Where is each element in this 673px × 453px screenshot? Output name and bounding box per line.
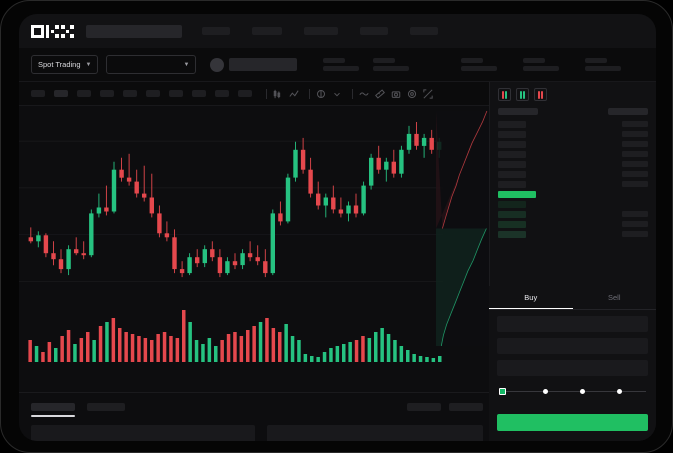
camera-icon[interactable] <box>390 88 402 100</box>
bottom-panel-left <box>31 425 255 441</box>
okx-logo[interactable] <box>31 24 74 38</box>
timeframe-button-7[interactable] <box>169 90 183 97</box>
pair-coin-avatar <box>210 57 225 72</box>
market-type-dropdown[interactable]: Spot Trading ▼ <box>31 55 99 74</box>
slider-handle[interactable] <box>499 388 506 395</box>
depth-chart-overlay <box>436 111 489 346</box>
logo-letter-x <box>61 24 74 38</box>
pair-name-label <box>229 58 298 71</box>
orderbook-mode-toggles <box>490 82 656 105</box>
timeframe-button-3[interactable] <box>77 90 91 97</box>
orderbook-price-header <box>608 108 648 115</box>
toolbar-divider <box>309 88 310 99</box>
timeframe-button-4[interactable] <box>100 90 114 97</box>
tab-buy[interactable]: Buy <box>489 286 573 309</box>
orderbook-row[interactable] <box>498 219 648 229</box>
pair-search-dropdown[interactable]: ▼ <box>106 55 197 74</box>
nav-item-trade[interactable] <box>252 27 282 35</box>
candlestick-icon[interactable] <box>272 88 284 100</box>
indicator-icon[interactable] <box>288 88 300 100</box>
orderbook-row[interactable] <box>498 159 648 169</box>
orderbook-row[interactable] <box>498 229 648 239</box>
market-toolbar: Spot Trading ▼ ▼ <box>19 48 656 82</box>
orderbook-mode-both[interactable] <box>498 88 511 101</box>
device-screen: Spot Trading ▼ ▼ <box>19 14 656 441</box>
ticker-stat-5 <box>585 58 622 71</box>
chevron-down-icon: ▼ <box>85 61 92 68</box>
tab-sell[interactable]: Sell <box>607 293 621 302</box>
chevron-down-icon[interactable] <box>331 88 343 100</box>
toolbar-divider <box>266 88 267 99</box>
timeframe-button-10[interactable] <box>238 90 252 97</box>
buy-submit-button[interactable] <box>497 414 648 431</box>
orderbook-row[interactable] <box>498 209 648 219</box>
orderbook-last-price[interactable] <box>498 189 648 199</box>
orders-panel <box>19 392 489 441</box>
slider-mark-75[interactable] <box>616 388 622 394</box>
orderbook-row[interactable] <box>498 129 648 139</box>
candlestick-chart[interactable] <box>19 106 489 301</box>
chart-toolbar <box>19 82 656 106</box>
search-input[interactable] <box>86 24 182 38</box>
toolbar-divider <box>352 88 353 99</box>
order-price-field[interactable] <box>497 316 648 332</box>
orderbook-row[interactable] <box>498 119 648 129</box>
bottom-action-2[interactable] <box>449 403 483 411</box>
top-navigation-bar <box>19 14 656 48</box>
timeframe-button-1[interactable] <box>31 90 45 97</box>
timeframe-button-8[interactable] <box>192 90 206 97</box>
nav-item-earn[interactable] <box>360 27 388 35</box>
ticker-stat-3 <box>461 58 498 71</box>
bottom-panel-right <box>267 425 483 441</box>
slider-mark-25[interactable] <box>543 388 549 394</box>
nav-item-derivatives[interactable] <box>304 27 338 35</box>
chart-type-icon[interactable] <box>315 88 327 100</box>
orderbook-row[interactable] <box>498 149 648 159</box>
orderbook-row[interactable] <box>498 179 648 189</box>
line-chart-icon[interactable] <box>358 88 370 100</box>
timeframe-button-5[interactable] <box>123 90 137 97</box>
settings-gear-icon[interactable] <box>406 88 418 100</box>
bottom-tab-active-underline <box>31 415 75 417</box>
order-amount-field[interactable] <box>497 338 648 354</box>
orderbook-row[interactable] <box>498 199 648 209</box>
volume-histogram <box>28 310 442 362</box>
slider-mark-50[interactable] <box>579 388 585 394</box>
orderbook-row[interactable] <box>498 169 648 179</box>
order-total-field[interactable] <box>497 360 648 376</box>
buy-sell-tabs: Buy Sell <box>489 286 656 310</box>
nav-item-markets[interactable] <box>202 27 230 35</box>
slider-track <box>499 390 646 392</box>
bottom-tab-open-orders[interactable] <box>31 403 75 411</box>
orderbook-ask-rows <box>490 119 656 239</box>
trade-form-panel: Buy Sell <box>489 286 656 441</box>
bottom-action-1[interactable] <box>407 403 441 411</box>
ticker-stat-2 <box>373 58 410 71</box>
logo-letter-k <box>46 24 59 38</box>
market-type-label: Spot Trading <box>38 60 81 69</box>
orderbook-mode-asks[interactable] <box>534 88 547 101</box>
bottom-tab-order-history[interactable] <box>87 403 125 411</box>
timeframe-button-6[interactable] <box>146 90 160 97</box>
chevron-down-icon: ▼ <box>183 61 190 68</box>
price-chart-pane[interactable] <box>19 106 489 392</box>
nav-item-more[interactable] <box>410 27 438 35</box>
orderbook-amount-header <box>498 108 538 115</box>
logo-letter-o <box>31 24 44 38</box>
orderbook-mode-bids[interactable] <box>516 88 529 101</box>
ruler-icon[interactable] <box>374 88 386 100</box>
orderbook-row[interactable] <box>498 139 648 149</box>
ticker-stat-4 <box>523 58 560 71</box>
timeframe-button-2[interactable] <box>54 90 68 97</box>
fullscreen-icon[interactable] <box>422 88 434 100</box>
ticker-stat-1 <box>323 58 360 71</box>
orderbook-header <box>490 105 656 119</box>
timeframe-button-9[interactable] <box>215 90 229 97</box>
order-amount-slider[interactable] <box>499 386 646 396</box>
